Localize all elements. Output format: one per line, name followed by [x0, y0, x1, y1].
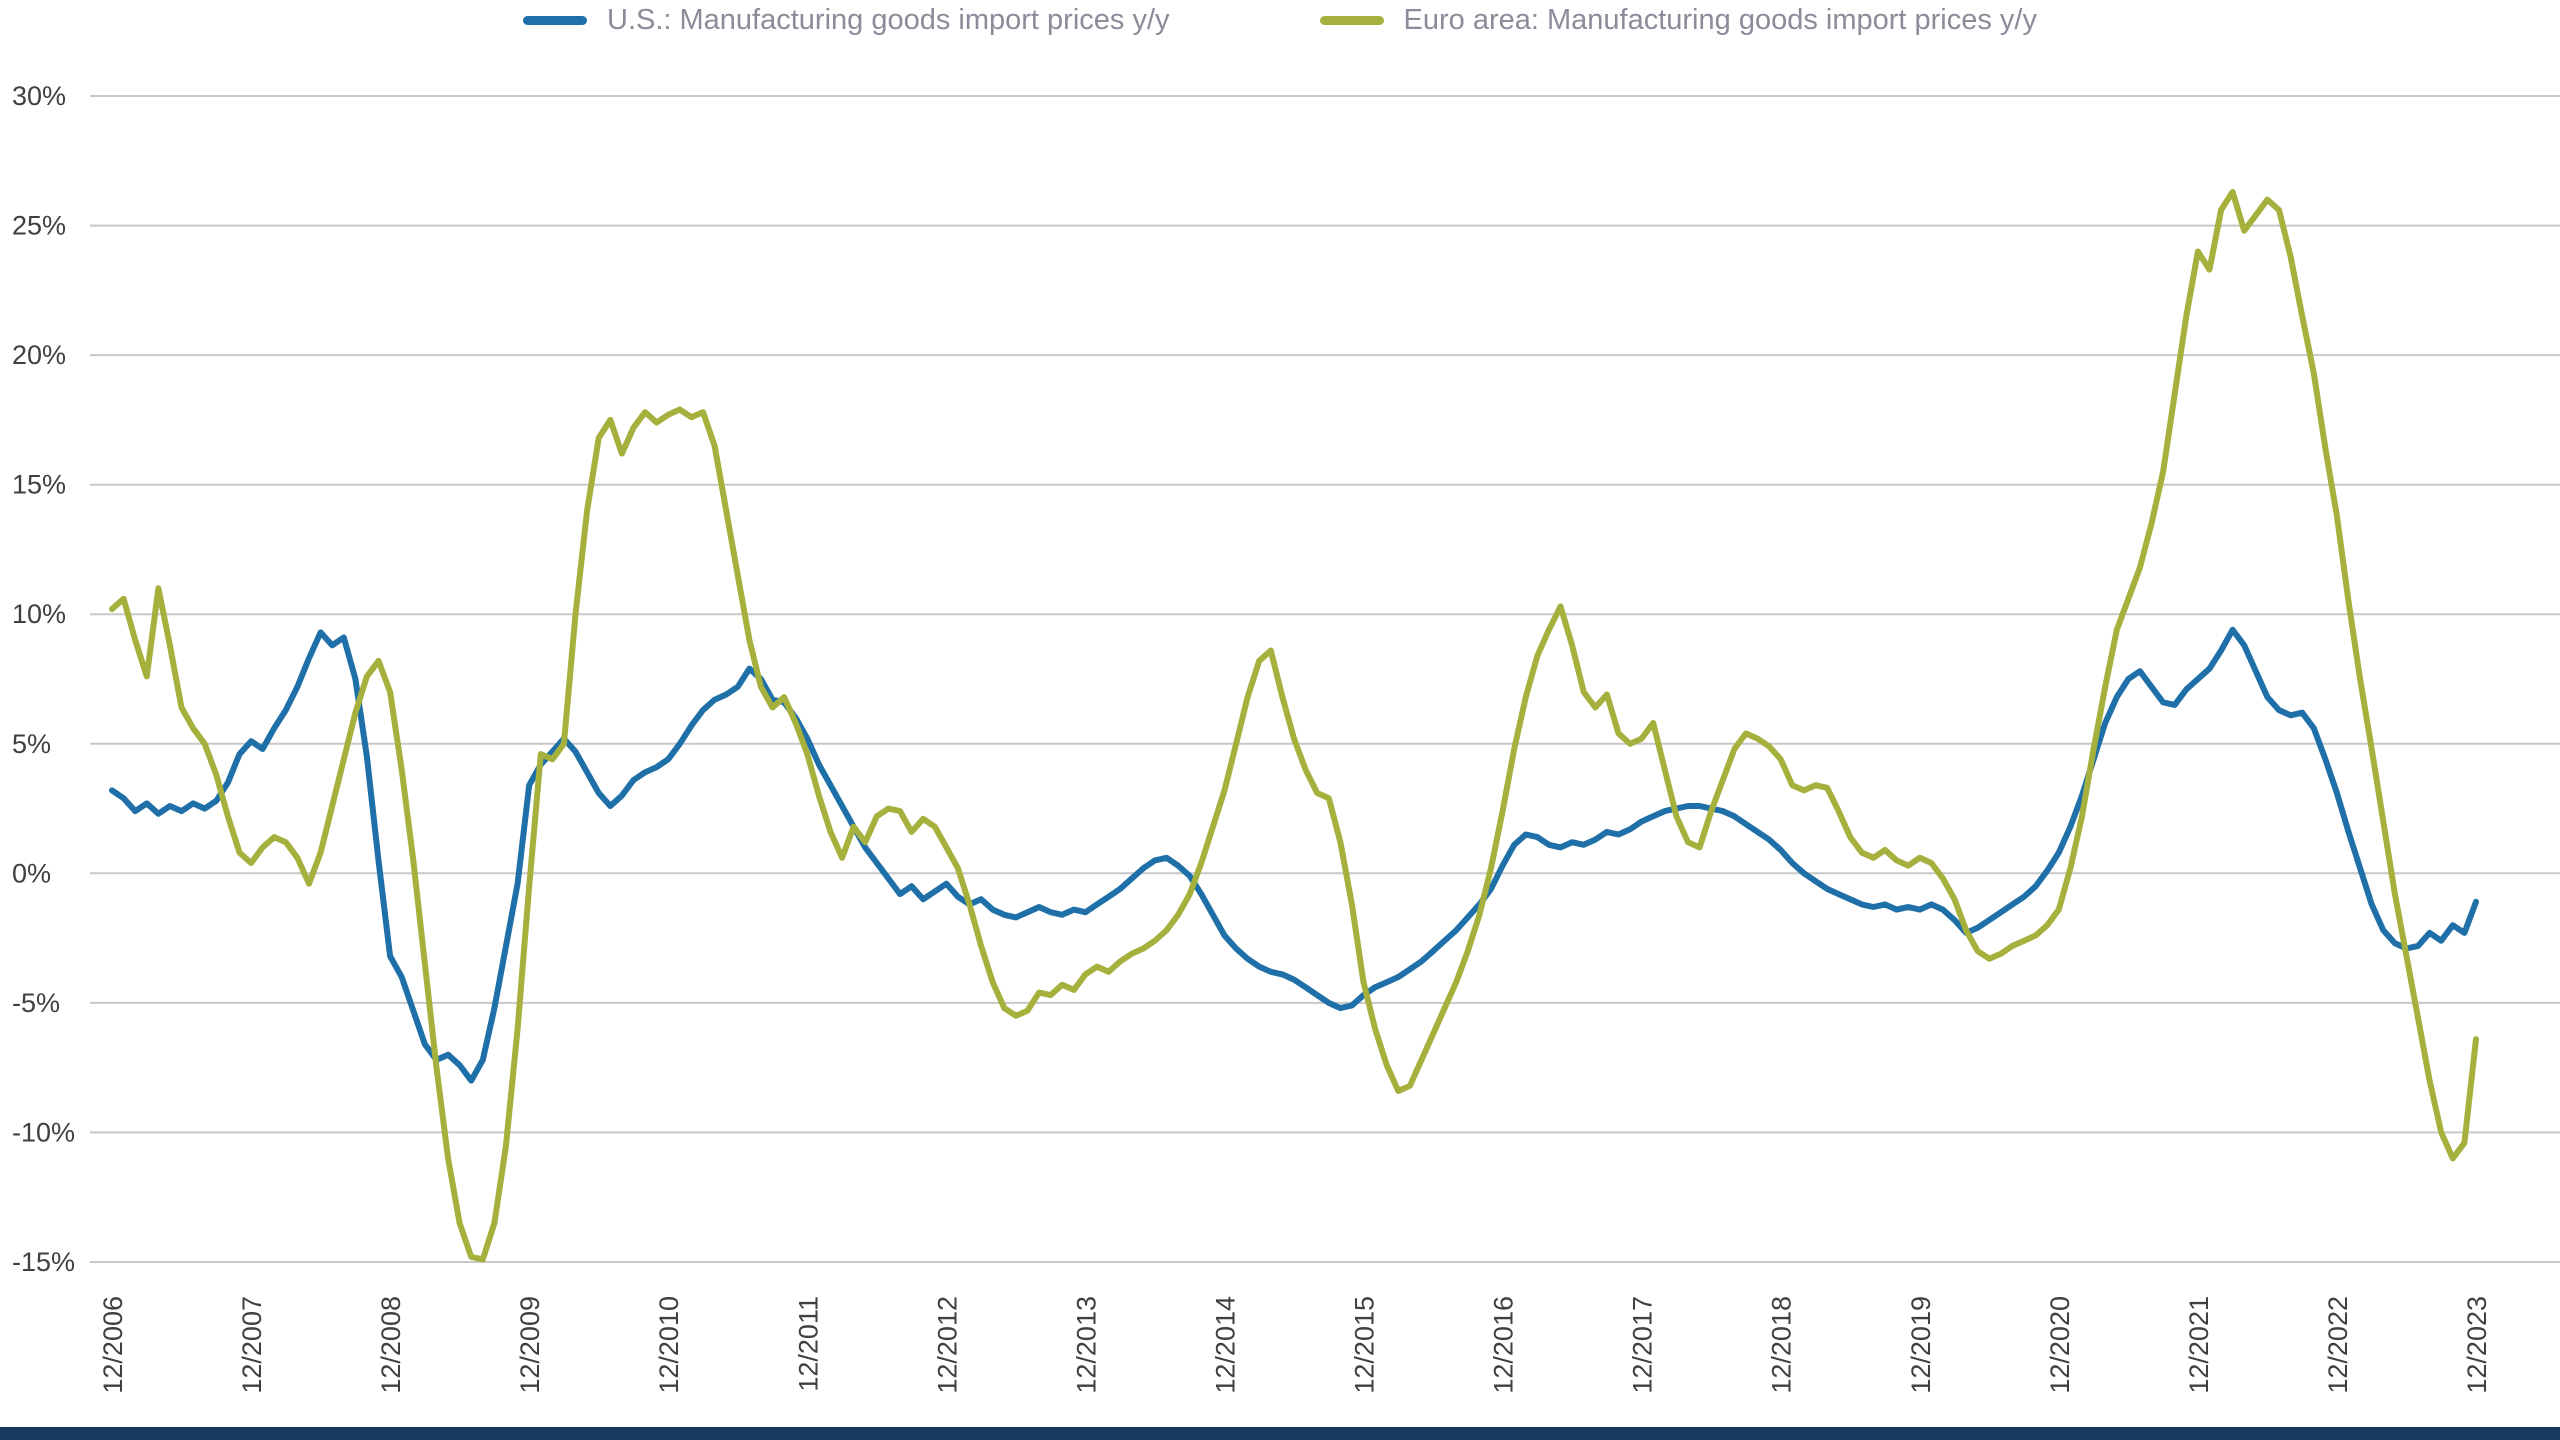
x-tick-label: 12/2023 — [2462, 1296, 2492, 1394]
y-tick-label: 25% — [12, 211, 66, 241]
y-tick-label: -15% — [12, 1247, 75, 1277]
x-tick-label: 12/2016 — [1489, 1296, 1519, 1394]
footer-bar — [0, 1427, 2560, 1440]
x-tick-label: 12/2012 — [932, 1296, 962, 1394]
x-tick-label: 12/2009 — [515, 1296, 545, 1394]
y-tick-label: -5% — [12, 988, 60, 1018]
y-tick-label: 10% — [12, 599, 66, 629]
euro-series-label: Euro area: Manufacturing goods import pr… — [1403, 4, 2037, 36]
us-series-line — [109, 626, 2479, 1084]
x-axis-labels: 12/2006 12/2007 12/2008 12/2009 12/2010 12/20… — [98, 1296, 2492, 1394]
legend-item-euro: Euro area: Manufacturing goods import pr… — [1319, 4, 2037, 37]
y-tick-label: 0% — [12, 858, 51, 888]
us-series-swatch — [523, 16, 587, 25]
gridlines — [90, 95, 2560, 1263]
x-tick-label: 12/2011 — [793, 1296, 823, 1392]
x-tick-label: 12/2008 — [376, 1296, 406, 1394]
x-tick-label: 12/2020 — [2045, 1296, 2075, 1394]
y-axis-labels: 30% 25% 20% 15% 10% 5% 0% -5% -10% -15% — [12, 81, 75, 1277]
x-tick-label: 12/2021 — [2184, 1296, 2214, 1394]
y-tick-label: -10% — [12, 1117, 75, 1147]
x-tick-label: 12/2014 — [1211, 1296, 1241, 1394]
x-tick-label: 12/2010 — [654, 1296, 684, 1394]
x-tick-label: 12/2019 — [1906, 1296, 1936, 1394]
x-tick-label: 12/2015 — [1350, 1296, 1380, 1394]
chart-legend: U.S.: Manufacturing goods import prices … — [0, 4, 2560, 37]
x-tick-label: 12/2022 — [2323, 1296, 2353, 1394]
y-tick-label: 5% — [12, 729, 51, 759]
us-series-label: U.S.: Manufacturing goods import prices … — [607, 4, 1170, 36]
legend-item-us: U.S.: Manufacturing goods import prices … — [523, 4, 1170, 37]
x-tick-label: 12/2018 — [1767, 1296, 1797, 1394]
x-tick-label: 12/2007 — [237, 1296, 267, 1394]
x-tick-label: 12/2013 — [1071, 1296, 1101, 1394]
y-tick-label: 15% — [12, 470, 66, 500]
euro-series-line — [109, 188, 2479, 1263]
x-tick-label: 12/2006 — [98, 1296, 128, 1394]
x-tick-label: 12/2017 — [1628, 1296, 1658, 1394]
y-tick-label: 30% — [12, 81, 66, 111]
euro-series-swatch — [1319, 16, 1384, 25]
y-tick-label: 20% — [12, 340, 66, 370]
